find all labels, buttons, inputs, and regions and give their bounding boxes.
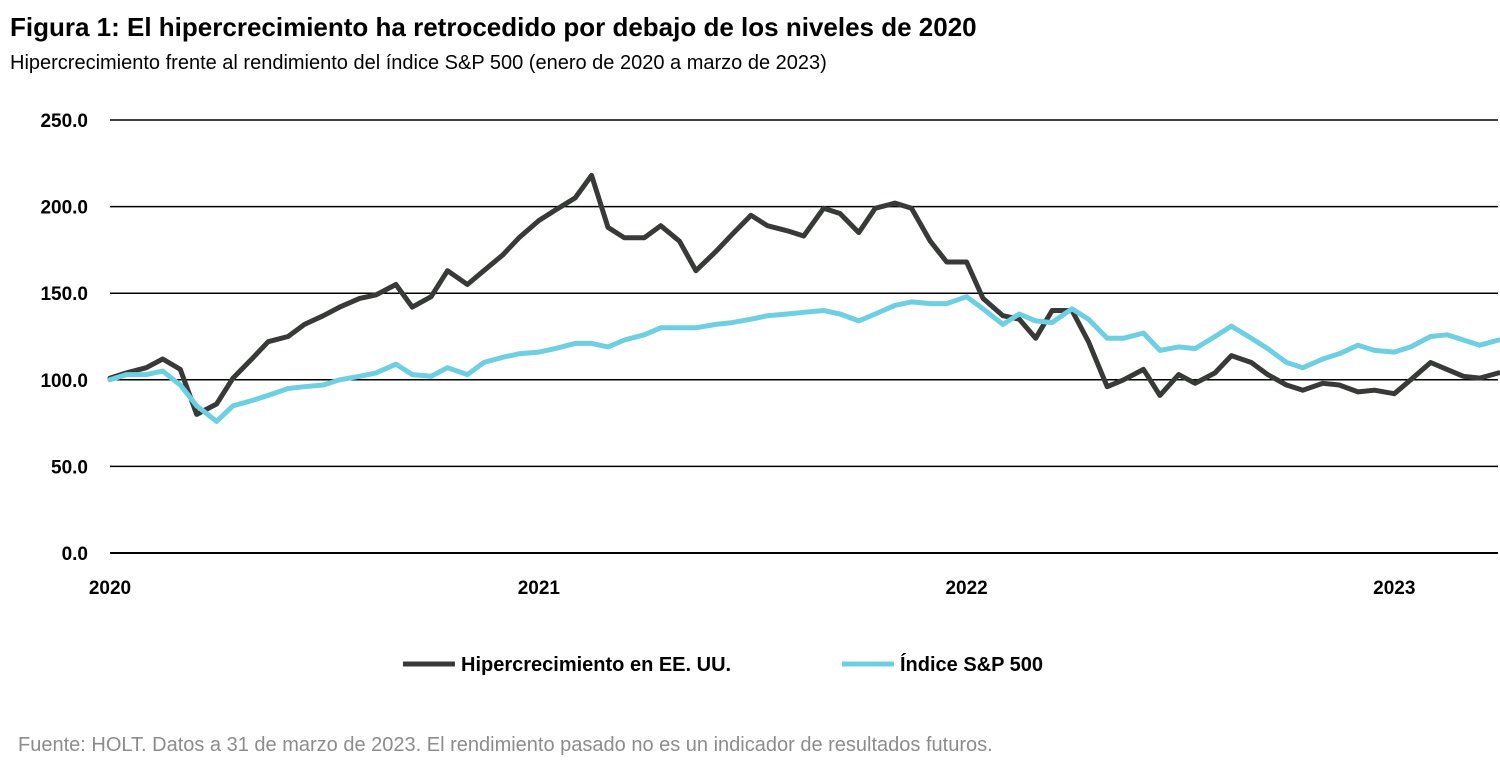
x-tick-label: 2022 [945, 578, 987, 599]
y-tick-label: 250.0 [40, 111, 88, 132]
series-line-hypergrowth [107, 172, 1500, 417]
legend: Hipercrecimiento en EE. UU. Índice S&P 5… [403, 653, 1043, 676]
y-tick-label: 0.0 [62, 544, 88, 565]
y-tick-label: 150.0 [40, 284, 88, 305]
x-tick-label: 2020 [89, 578, 131, 599]
x-tick-label: 2023 [1373, 578, 1415, 599]
source-note: Fuente: HOLT. Datos a 31 de marzo de 202… [18, 734, 993, 756]
y-tick-label: 50.0 [51, 457, 88, 478]
y-tick-label: 200.0 [40, 198, 88, 219]
x-tick-label: 2021 [518, 578, 561, 599]
series-line-sp500 [107, 294, 1500, 424]
y-tick-label: 100.0 [40, 371, 88, 392]
chart-subtitle: Hipercrecimiento frente al rendimiento d… [10, 52, 827, 74]
legend-label-hypergrowth: Hipercrecimiento en EE. UU. [461, 654, 731, 676]
chart-title: Figura 1: El hipercrecimiento ha retroce… [10, 12, 977, 42]
legend-label-sp500: Índice S&P 500 [900, 653, 1043, 676]
